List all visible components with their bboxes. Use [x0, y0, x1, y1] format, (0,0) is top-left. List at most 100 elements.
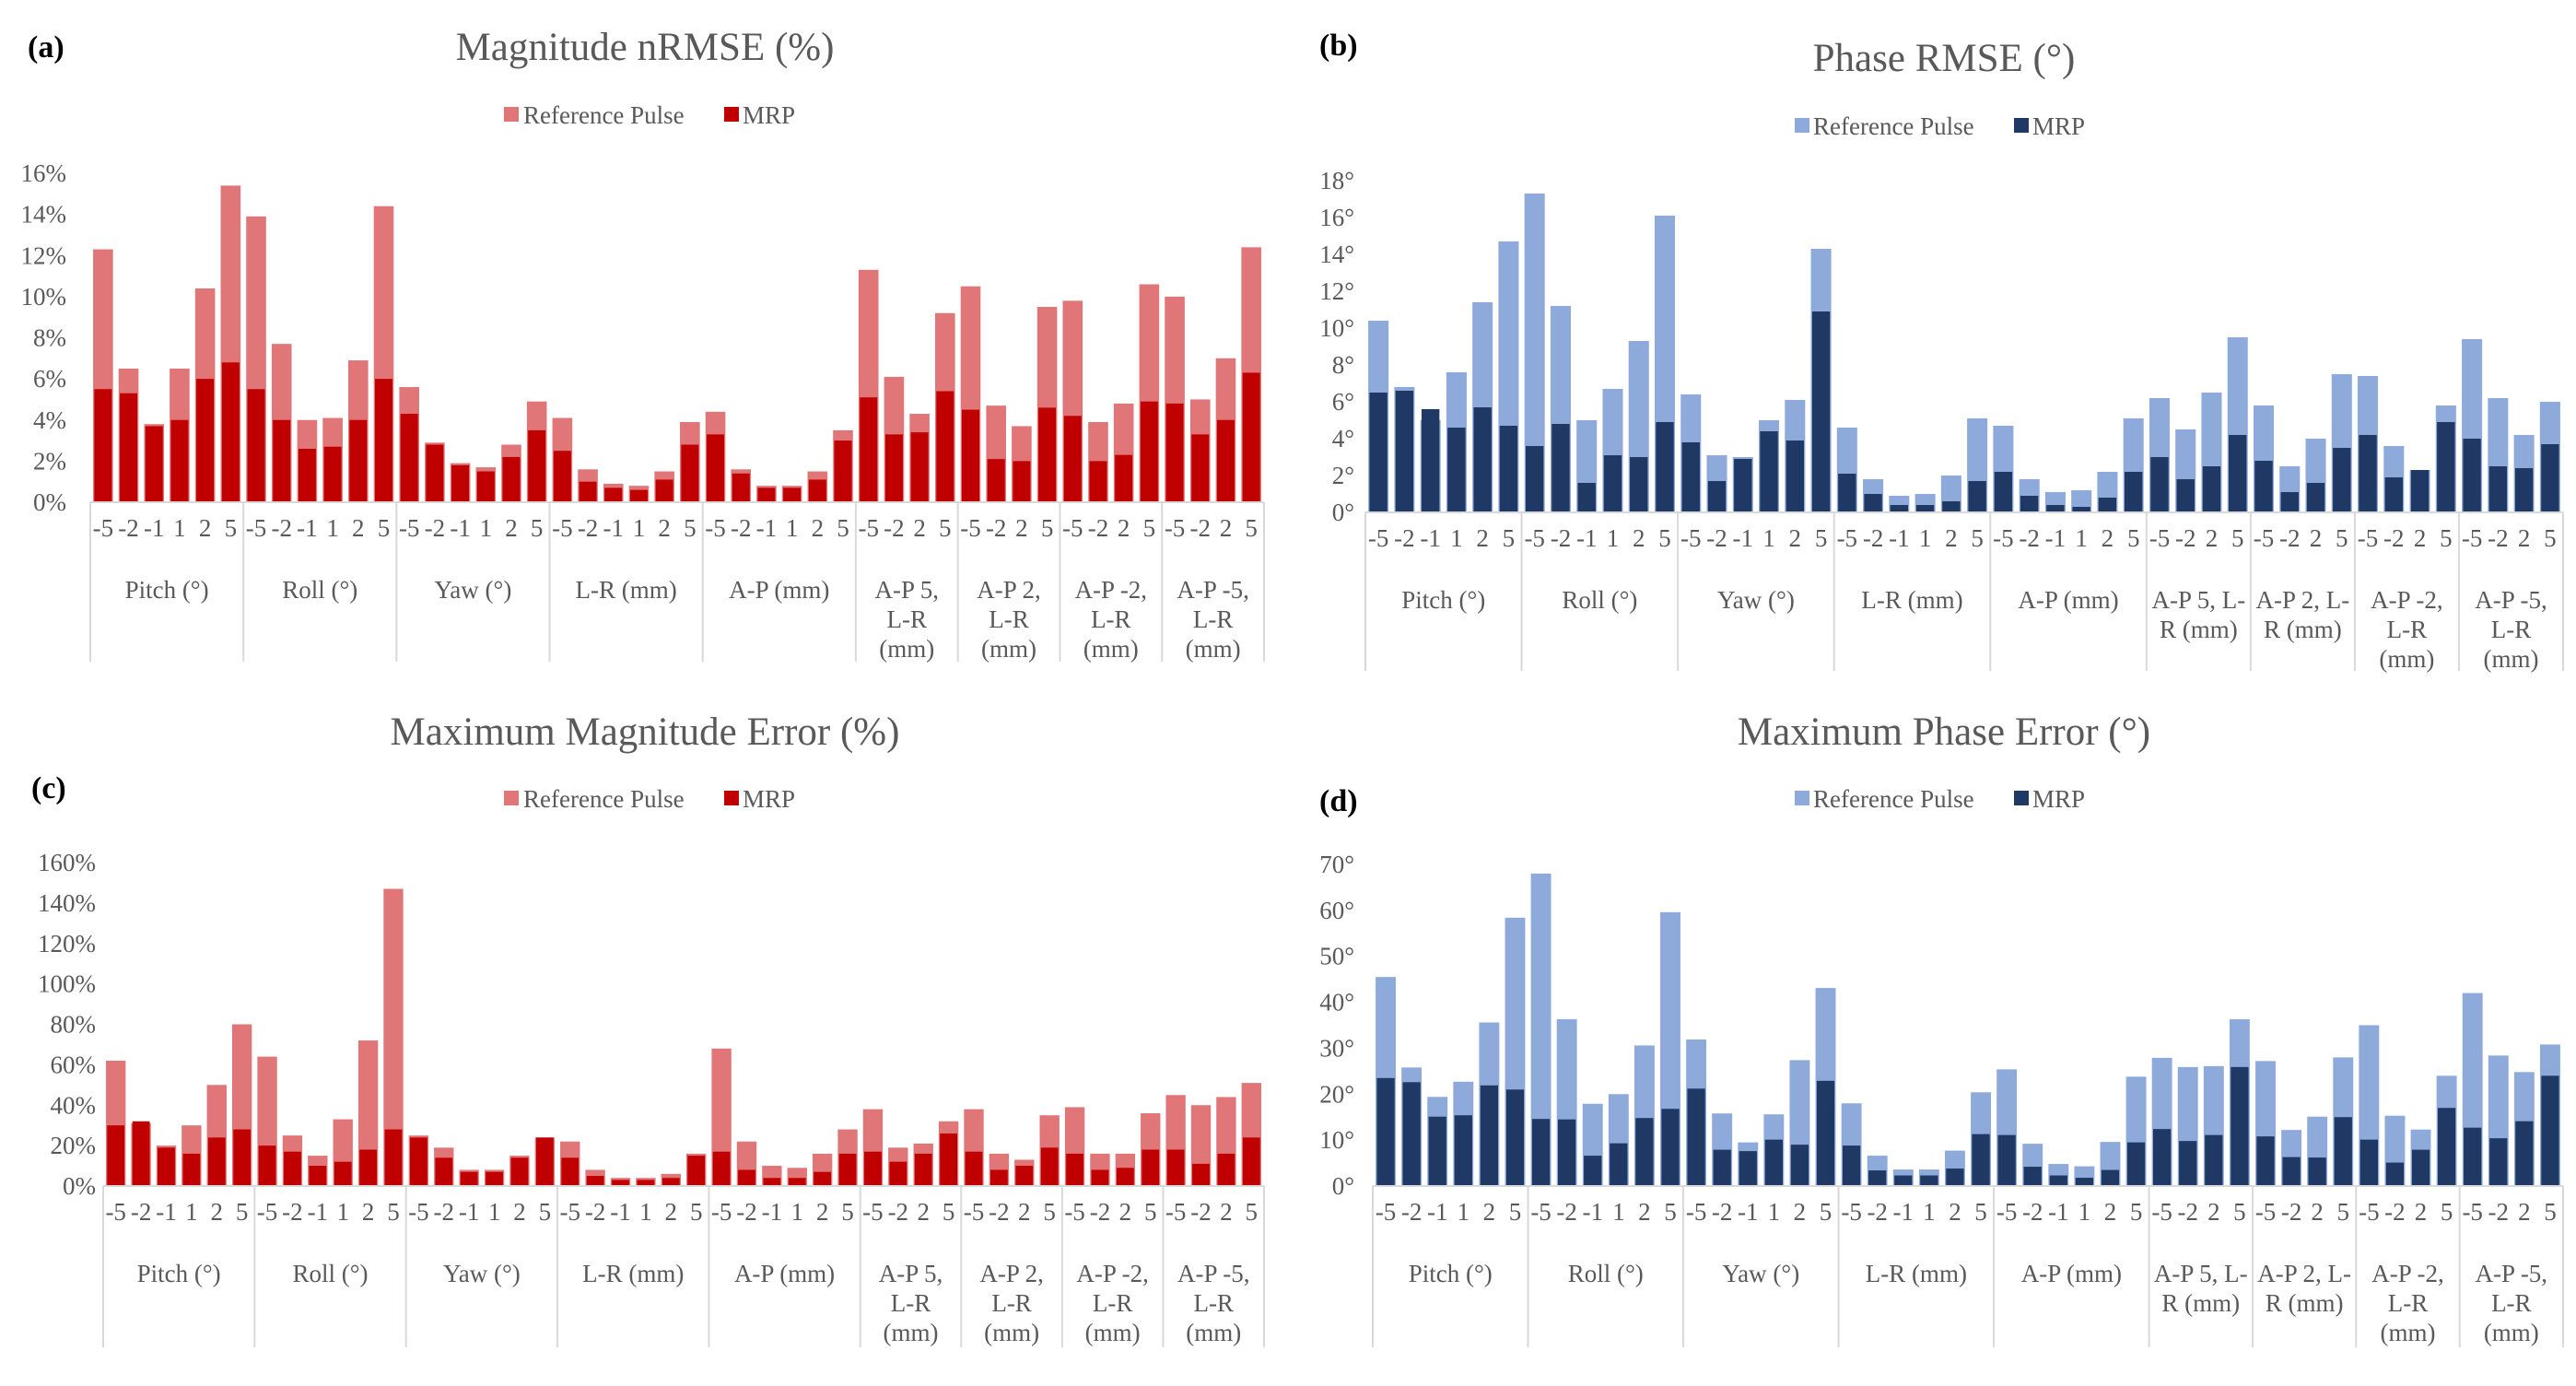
group-label-a: A-P -2, — [1075, 576, 1148, 604]
x-tick-label-d: -1 — [1582, 1198, 1603, 1226]
legend-swatch-mrp-d — [2014, 791, 2029, 805]
x-tick-label-a: -2 — [1190, 514, 1212, 542]
bar-mrp-d — [2256, 1136, 2275, 1186]
x-tick-label-c: -2 — [585, 1198, 606, 1226]
panel-c: (c) Maximum Magnitude Error (%) Referenc… — [31, 711, 1265, 1347]
bar-mrp-b — [1577, 483, 1596, 512]
x-tick-label-b: 5 — [2544, 524, 2557, 552]
x-tick-label-b: -1 — [1420, 524, 1441, 552]
bar-mrp-d — [2359, 1139, 2378, 1186]
group-label-a: A-P (mm) — [729, 576, 829, 604]
x-tick-label-c: -5 — [105, 1198, 126, 1226]
y-tick-label-b: 10° — [1319, 314, 1354, 342]
x-tick-label-b: -5 — [1524, 524, 1545, 552]
bar-mrp-b — [2124, 472, 2143, 512]
x-tick-label-c: -5 — [1064, 1198, 1085, 1226]
x-tick-label-c: -5 — [862, 1198, 884, 1226]
bar-mrp-b — [1447, 428, 1466, 512]
x-tick-label-b: 1 — [1762, 524, 1775, 552]
group-label-a: Yaw (°) — [435, 576, 512, 604]
panel-label-d: (d) — [1319, 784, 1358, 818]
x-tick-label-d: 5 — [1509, 1198, 1522, 1226]
x-tick-label-c: 5 — [539, 1198, 552, 1226]
x-tick-label-c: -2 — [282, 1198, 303, 1226]
bar-mrp-c — [384, 1129, 403, 1186]
x-tick-label-a: -2 — [986, 514, 1007, 542]
chart-title-d: Maximum Phase Error (°) — [1738, 711, 2150, 754]
y-tick-label-d: 70° — [1319, 851, 1354, 878]
y-tick-label-b: 14° — [1319, 241, 1354, 268]
legend-swatch-reference-c — [504, 791, 519, 805]
x-tick-label-b: 5 — [2440, 524, 2453, 552]
bar-mrp-b — [2384, 477, 2404, 512]
bar-mrp-b — [2359, 435, 2377, 512]
x-tick-label-b: -2 — [1706, 524, 1727, 552]
x-tick-label-b: -5 — [2358, 524, 2379, 552]
y-tick-label-a: 10% — [21, 283, 67, 311]
y-tick-label-d: 40° — [1319, 989, 1354, 1016]
x-tick-label-d: 2 — [2415, 1198, 2428, 1226]
group-label-a: L-R — [1193, 605, 1234, 633]
group-label-c: L-R — [1193, 1289, 1234, 1317]
legend-swatch-reference-d — [1795, 791, 1809, 805]
bar-mrp-d — [1480, 1085, 1499, 1186]
bar-mrp-d — [1661, 1109, 1680, 1186]
bar-mrp-d — [1687, 1088, 1705, 1186]
bar-mrp-d — [1428, 1116, 1446, 1186]
group-label-c: (mm) — [984, 1319, 1039, 1346]
y-tick-label-d: 20° — [1319, 1080, 1354, 1108]
bar-mrp-b — [1786, 440, 1805, 512]
x-tick-label-c: -1 — [308, 1198, 329, 1226]
bar-mrp-d — [2515, 1121, 2534, 1186]
x-tick-label-a: 2 — [658, 514, 671, 542]
bar-mrp-a — [120, 393, 138, 502]
x-tick-label-d: 2 — [2207, 1198, 2220, 1226]
panel-d: (d) Maximum Phase Error (°) Reference Pu… — [1319, 711, 2564, 1347]
bar-mrp-a — [1140, 401, 1158, 502]
x-tick-label-d: 5 — [2544, 1198, 2557, 1226]
x-tick-label-a: -5 — [858, 514, 879, 542]
bar-mrp-c — [1091, 1169, 1109, 1186]
group-label-c: L-R — [991, 1289, 1032, 1317]
y-tick-label-a: 8% — [33, 324, 66, 352]
x-tick-label-a: -2 — [731, 514, 752, 542]
bar-mrp-b — [1421, 409, 1440, 512]
bar-mrp-a — [1063, 416, 1082, 502]
x-tick-label-b: -2 — [2019, 524, 2040, 552]
y-tick-label-b: 2° — [1332, 462, 1354, 489]
bar-mrp-b — [2541, 444, 2559, 512]
bar-mrp-b — [2254, 461, 2273, 512]
group-label-a: A-P 2, — [977, 576, 1041, 604]
group-label-d: L-R (mm) — [1866, 1260, 1967, 1287]
x-tick-label-c: 1 — [336, 1198, 349, 1226]
y-tick-label-c: 140% — [38, 889, 96, 917]
legend-label-mrp-c: MRP — [743, 785, 795, 813]
bar-mrp-c — [662, 1178, 680, 1186]
y-tick-label-a: 4% — [33, 406, 66, 434]
bar-mrp-d — [2385, 1162, 2405, 1186]
bar-mrp-c — [535, 1137, 554, 1186]
group-label-a: A-P 5, — [875, 576, 940, 604]
x-tick-label-b: -2 — [1551, 524, 1572, 552]
x-tick-label-d: 5 — [1974, 1198, 1987, 1226]
bar-mrp-d — [2049, 1175, 2067, 1186]
x-tick-label-d: 2 — [1483, 1198, 1496, 1226]
bar-mrp-b — [2306, 483, 2325, 512]
x-tick-label-b: -1 — [1576, 524, 1598, 552]
y-tick-label-b: 16° — [1319, 204, 1354, 231]
group-label-d: L-R — [2491, 1289, 2532, 1317]
x-tick-label-d: 2 — [2104, 1198, 2117, 1226]
x-tick-label-d: 2 — [2518, 1198, 2531, 1226]
x-tick-label-a: -5 — [705, 514, 726, 542]
bar-mrp-a — [707, 434, 725, 502]
bar-mrp-d — [1376, 1077, 1395, 1186]
y-tick-label-c: 80% — [51, 1011, 97, 1039]
bar-mrp-d — [2075, 1178, 2094, 1186]
x-tick-label-a: 5 — [1245, 514, 1258, 542]
x-tick-label-b: 2 — [1633, 524, 1645, 552]
bar-mrp-a — [374, 379, 393, 502]
x-tick-label-d: -5 — [1530, 1198, 1551, 1226]
group-label-b: (mm) — [2483, 645, 2538, 673]
bar-mrp-a — [579, 481, 597, 502]
bar-mrp-a — [528, 429, 546, 502]
